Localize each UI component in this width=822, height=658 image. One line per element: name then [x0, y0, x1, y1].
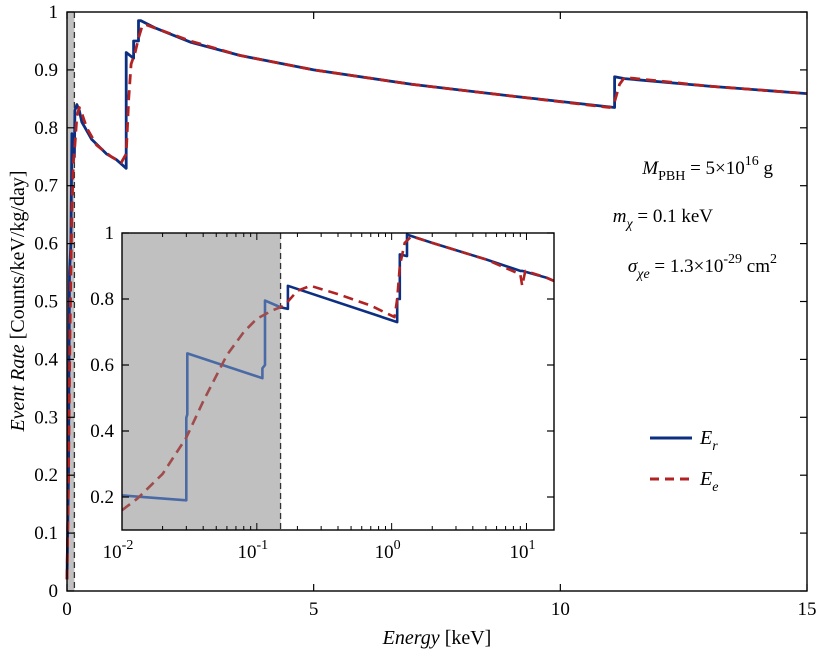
y-tick-label: 0.8: [34, 118, 58, 139]
inset-y-tick-label: 0.8: [90, 289, 114, 310]
legend-label-ee: Ee: [699, 468, 718, 495]
inset-series-er-shaded: [122, 299, 281, 502]
y-tick-label: 0.9: [34, 60, 58, 81]
y-tick-label: 0.5: [34, 292, 58, 313]
inset-x-tick-label: 100: [375, 538, 401, 563]
inset-shaded-region: [122, 233, 281, 530]
y-tick-label: 0.3: [34, 407, 58, 428]
y-tick-label: 0.7: [34, 176, 58, 197]
inset-series-ee-unshaded: [280, 235, 554, 319]
inset-series-ee-shaded: [122, 305, 281, 512]
inset-y-tick-label: 0.6: [90, 355, 114, 376]
legend-label-er: Er: [699, 427, 718, 454]
y-tick-label: 0.2: [34, 465, 58, 486]
y-tick-label: 1: [49, 2, 59, 23]
y-axis-label: Event Rate [Counts/keV/kg/day]: [7, 170, 29, 432]
inset-x-tick-label: 10-1: [237, 538, 268, 563]
inset-y-tick-label: 0.4: [90, 421, 114, 442]
y-tick-label: 0.6: [34, 234, 58, 255]
y-tick-label: 0.1: [34, 523, 58, 544]
annotation-cross-section: σχe = 1.3×10-29 cm2: [628, 252, 777, 282]
inset-y-tick-label: 1: [105, 223, 115, 244]
y-tick-label: 0: [49, 581, 59, 602]
inset-series-er-unshaded: [280, 233, 554, 324]
main-series-ee: [65, 23, 808, 580]
inset-x-tick-label: 101: [509, 538, 535, 563]
annotation-pbh-mass: MPBH = 5×1016 g: [641, 154, 773, 184]
x-tick-label: 15: [798, 599, 817, 620]
x-tick-label: 10: [551, 599, 570, 620]
annotation-dm-mass: mχ = 0.1 keV: [613, 206, 714, 232]
inset-y-tick-label: 0.2: [90, 487, 114, 508]
x-tick-label: 0: [62, 599, 72, 620]
x-axis-label: Energy [keV]: [382, 627, 492, 649]
x-tick-label: 5: [309, 599, 319, 620]
inset-x-tick-label: 10-2: [103, 538, 134, 563]
legend: Er Ee: [650, 427, 718, 495]
y-tick-label: 0.4: [34, 349, 58, 370]
